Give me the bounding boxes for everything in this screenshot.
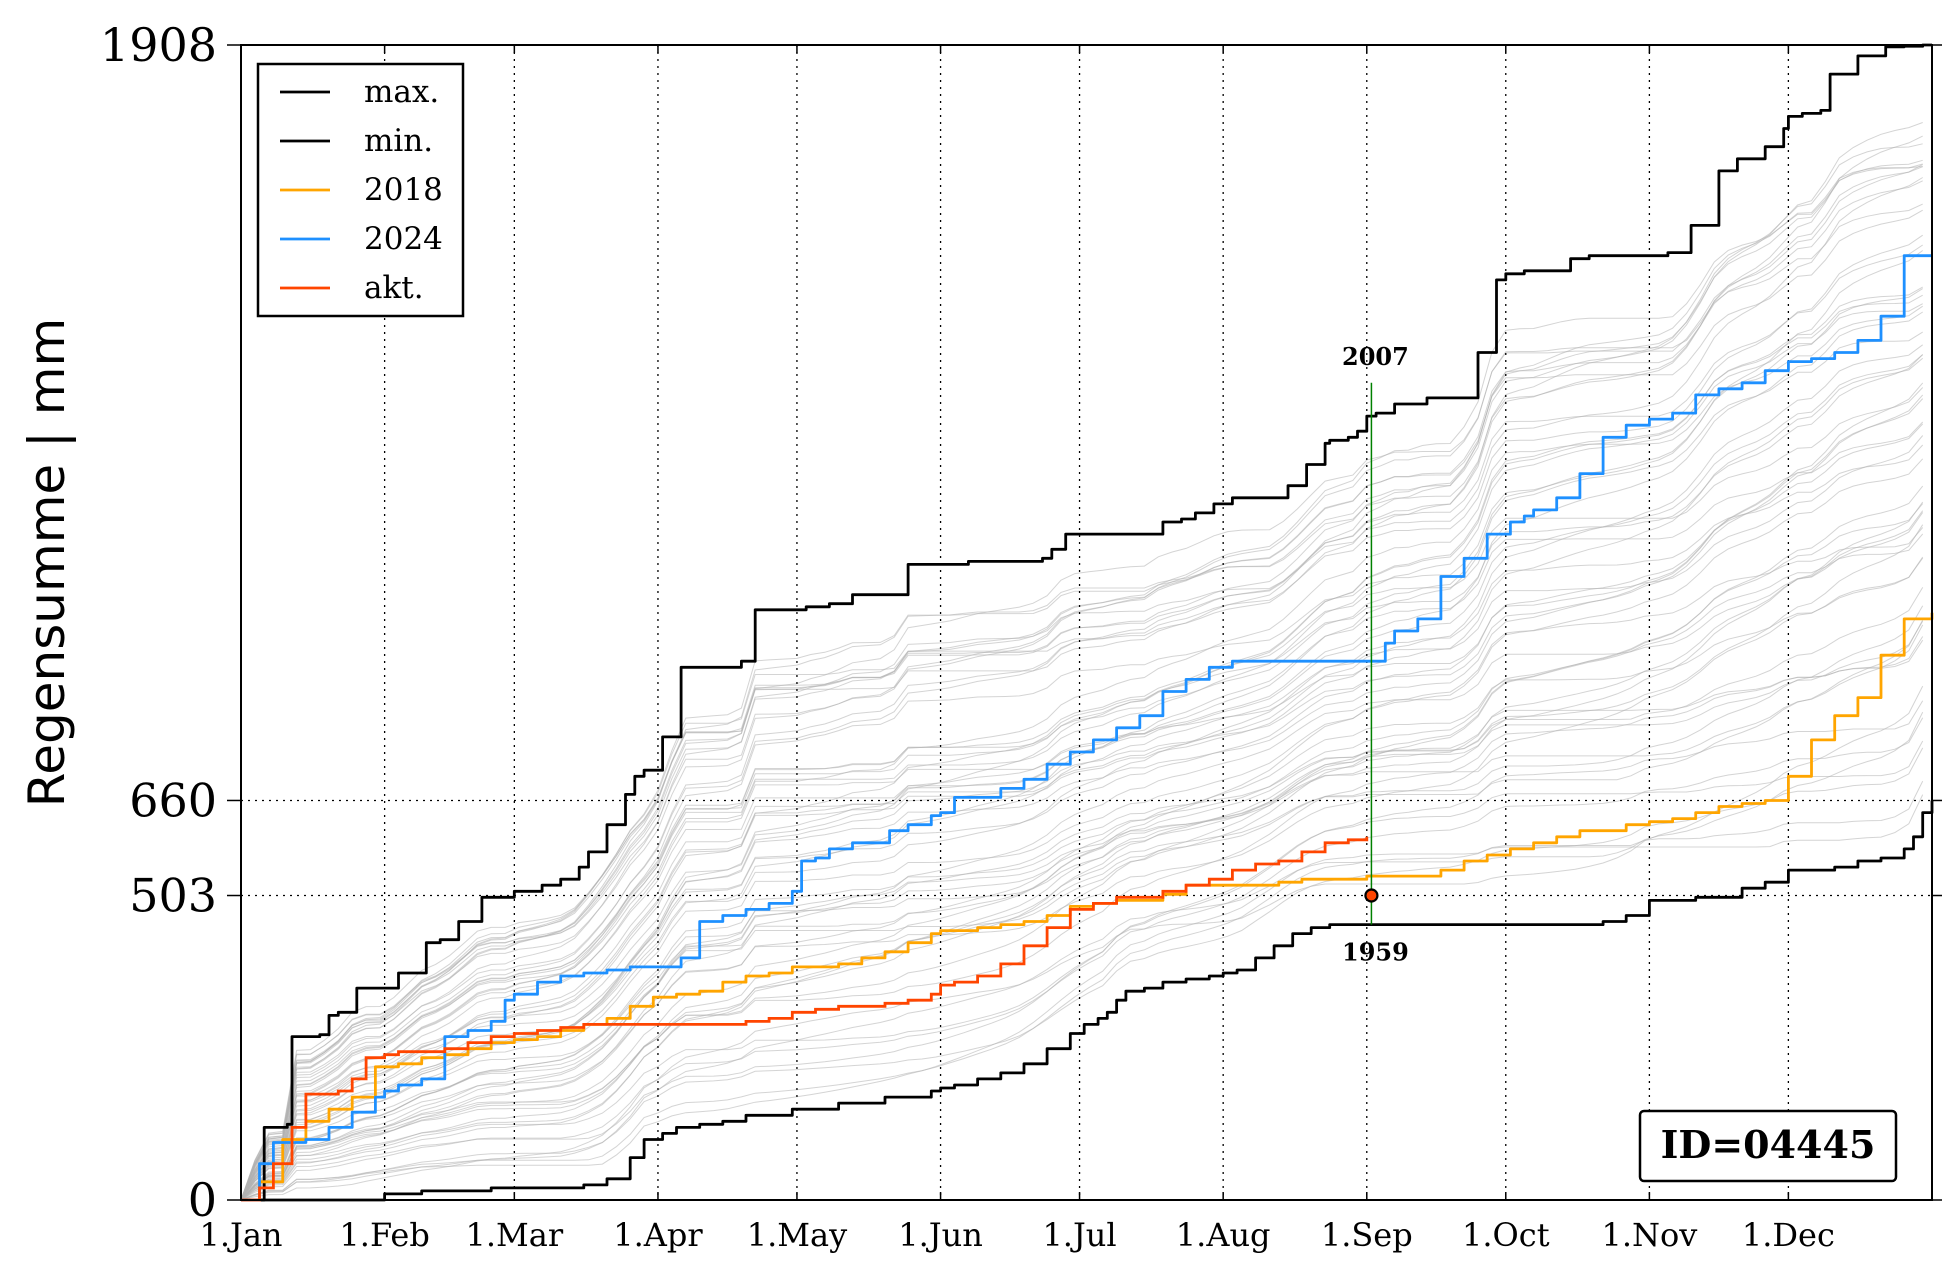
plot-frame [240, 44, 1933, 1201]
ensemble-curve [240, 587, 1924, 1201]
series-group [241, 43, 1934, 1202]
ensemble-curve [240, 557, 1924, 1201]
x-tick-label: 1.Jul [1042, 1216, 1116, 1254]
legend: max. min. 2018 2024 akt. [256, 62, 465, 318]
ensemble-curve [240, 163, 1923, 1201]
ensemble-curve [240, 503, 1924, 1201]
y-tick-label: 503 [129, 869, 217, 923]
ensemble-curve [240, 485, 1924, 1201]
annotation-label: 2007 [1342, 342, 1409, 371]
ensemble-curve [240, 524, 1924, 1201]
legend-label: 2024 [364, 221, 443, 257]
ensemble-curve [240, 122, 1923, 1201]
ensemble-curve [240, 458, 1924, 1201]
ensemble-curve [240, 159, 1923, 1201]
ensemble-curve [240, 394, 1924, 1201]
ensemble-curve [240, 780, 1924, 1201]
annotation-label: 1959 [1342, 938, 1409, 967]
ensemble-curve [240, 421, 1924, 1201]
legend-label: 2018 [364, 172, 443, 208]
id-box-frame [1638, 1109, 1898, 1183]
y-axis-label: Regensumme | mm [18, 318, 76, 807]
ensemble-curve [240, 209, 1923, 1201]
y-tick-label: 1908 [100, 18, 217, 72]
x-tick-label: 1.May [747, 1216, 847, 1254]
series-line-2018 [241, 612, 1934, 1202]
ensemble-curve [240, 435, 1924, 1201]
ensemble-curve [240, 398, 1924, 1201]
legend-label: max. [364, 74, 439, 110]
ensemble-curve [240, 794, 1924, 1201]
x-tick-label: 1.Feb [339, 1216, 429, 1254]
ensemble-curve [240, 423, 1924, 1201]
ensemble-curve [240, 305, 1923, 1201]
ensemble-curve [240, 354, 1924, 1201]
y-tick-label: 660 [129, 773, 217, 827]
ensemble-curve [240, 286, 1923, 1201]
x-axis: 1.Jan 1.Feb 1.Mar 1.Apr 1.May 1.Jun 1.Jul 1.Aug… [199, 45, 1835, 1254]
x-tick-label: 1.Aug [1176, 1216, 1271, 1254]
ensemble-curve [240, 747, 1924, 1201]
x-tick-label: 1.Jan [199, 1216, 282, 1254]
ensemble-curve [240, 533, 1924, 1201]
ensemble-curve [240, 288, 1923, 1201]
series-line-min [241, 800, 1934, 1202]
series-line-2024 [241, 254, 1932, 1202]
ensemble-curve [240, 303, 1923, 1201]
ensemble-curve [240, 234, 1923, 1201]
ensemble-curve [240, 624, 1924, 1201]
id-box-label: ID=04445 [1661, 1122, 1876, 1167]
ensemble-curve [240, 382, 1924, 1201]
ensemble-curve [240, 164, 1923, 1201]
ensemble-curve [240, 357, 1924, 1201]
ensemble-curve [240, 177, 1923, 1201]
ensemble-curve [240, 244, 1923, 1201]
ensemble-curve [240, 344, 1923, 1201]
legend-label: akt. [364, 270, 424, 306]
y-tick-label: 0 [188, 1173, 217, 1227]
annotations-group: 2007 1959 [1342, 342, 1409, 967]
ensemble-curve [240, 203, 1923, 1201]
legend-label: min. [364, 123, 433, 159]
ensemble-curve [240, 700, 1924, 1201]
ensemble-curve [240, 311, 1923, 1201]
y-axis: 0 503 660 1908 [100, 18, 1942, 1227]
id-box: ID=04445 [1638, 1109, 1898, 1183]
background-curves [240, 122, 1924, 1201]
x-tick-label: 1.Dec [1742, 1216, 1835, 1254]
x-tick-label: 1.Jun [898, 1216, 983, 1254]
ensemble-curve [240, 620, 1924, 1201]
ensemble-curve [240, 512, 1924, 1201]
ensemble-curve [240, 619, 1924, 1201]
x-tick-label: 1.Nov [1601, 1216, 1697, 1254]
x-tick-label: 1.Oct [1462, 1216, 1550, 1254]
ensemble-curve [240, 685, 1924, 1201]
ensemble-curve [240, 166, 1923, 1201]
ensemble-curve [240, 250, 1923, 1201]
ensemble-curve [240, 527, 1924, 1201]
ensemble-curve [240, 605, 1924, 1201]
x-tick-label: 1.Sep [1321, 1216, 1413, 1254]
series-line-max [241, 43, 1932, 1202]
ensemble-curve [240, 180, 1923, 1201]
x-tick-label: 1.Apr [613, 1216, 703, 1254]
grid [241, 45, 1932, 1200]
current-marker [1364, 888, 1379, 903]
ensemble-curve [240, 639, 1924, 1201]
ensemble-curve [240, 387, 1924, 1201]
ensemble-curve [240, 740, 1924, 1201]
ensemble-curve [240, 510, 1924, 1201]
x-tick-label: 1.Mar [466, 1216, 564, 1254]
series-line-akt [241, 836, 1369, 1202]
legend-box [256, 62, 465, 318]
